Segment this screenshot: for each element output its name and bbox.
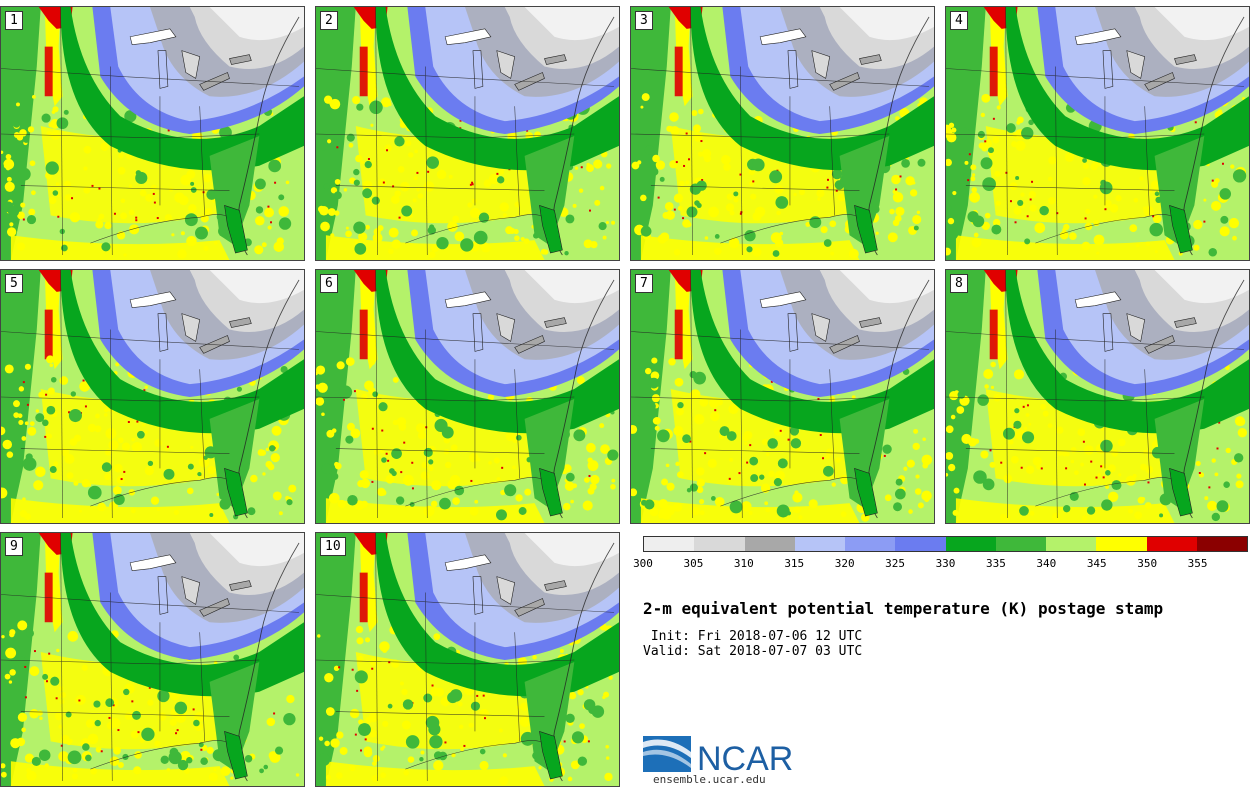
- map-panel-9: 9: [0, 532, 305, 787]
- colorbar-swatch: [1096, 537, 1147, 551]
- ensemble-member-map: [946, 270, 1249, 523]
- ensemble-member-map: [946, 7, 1249, 260]
- map-panel-5: 5: [0, 269, 305, 524]
- colorbar-tick-label: 320: [834, 557, 855, 570]
- ensemble-member-map: [631, 270, 934, 523]
- colorbar-tick-label: 315: [784, 557, 805, 570]
- member-label: 7: [635, 274, 653, 293]
- member-label: 1: [5, 11, 23, 30]
- ensemble-member-map: [631, 7, 934, 260]
- colorbar-tick-label: 300: [633, 557, 653, 570]
- colorbar-swatch: [794, 537, 845, 551]
- colorbar-swatch: [744, 537, 795, 551]
- colorbar-tick-label: 345: [1086, 557, 1107, 570]
- member-label: 4: [950, 11, 968, 30]
- colorbar-tick-label: 325: [885, 557, 906, 570]
- colorbar-tick-label: 305: [683, 557, 704, 570]
- ensemble-member-map: [1, 7, 304, 260]
- colorbar-swatch: [644, 537, 695, 551]
- colorbar-tick-label: 310: [733, 557, 754, 570]
- member-label: 9: [5, 537, 23, 556]
- ensemble-member-map: [316, 533, 619, 786]
- colorbar-swatch: [895, 537, 946, 551]
- colorbar-tick-label: 335: [985, 557, 1006, 570]
- colorbar: [643, 536, 1248, 552]
- ensemble-member-map: [1, 533, 304, 786]
- ncar-logo: NCAR: [643, 736, 793, 777]
- map-panel-10: 10: [315, 532, 620, 787]
- ensemble-member-map: [316, 7, 619, 260]
- colorbar-swatch: [1046, 537, 1097, 551]
- ensemble-member-map: [316, 270, 619, 523]
- member-label: 3: [635, 11, 653, 30]
- init-time: Init: Fri 2018-07-06 12 UTC: [643, 629, 863, 644]
- colorbar-swatch: [995, 537, 1046, 551]
- ensemble-member-map: [1, 270, 304, 523]
- map-panel-4: 4: [945, 6, 1250, 261]
- colorbar-swatch: [945, 537, 996, 551]
- colorbar-swatch: [845, 537, 896, 551]
- colorbar-tick-label: 350: [1137, 557, 1158, 570]
- colorbar-tick-label: 355: [1187, 557, 1208, 570]
- member-label: 6: [320, 274, 338, 293]
- member-label: 2: [320, 11, 338, 30]
- map-panel-6: 6: [315, 269, 620, 524]
- valid-time: Valid: Sat 2018-07-07 03 UTC: [643, 644, 863, 659]
- map-panel-8: 8: [945, 269, 1250, 524]
- logo-url: ensemble.ucar.edu: [653, 773, 766, 786]
- colorbar-swatch: [1196, 537, 1247, 551]
- map-panel-1: 1: [0, 6, 305, 261]
- colorbar-swatch: [694, 537, 745, 551]
- map-panel-2: 2: [315, 6, 620, 261]
- map-panel-7: 7: [630, 269, 935, 524]
- member-label: 10: [320, 537, 346, 556]
- member-label: 8: [950, 274, 968, 293]
- figure-title: 2-m equivalent potential temperature (K)…: [643, 599, 1164, 618]
- member-label: 5: [5, 274, 23, 293]
- map-panel-3: 3: [630, 6, 935, 261]
- ncar-logo-text: NCAR: [697, 740, 793, 777]
- colorbar-swatch: [1146, 537, 1197, 551]
- colorbar-ticks: 300 305 310 315 320 325 330 335 340 345 350 355: [633, 557, 1248, 573]
- colorbar-tick-label: 340: [1036, 557, 1057, 570]
- colorbar-tick-label: 330: [935, 557, 956, 570]
